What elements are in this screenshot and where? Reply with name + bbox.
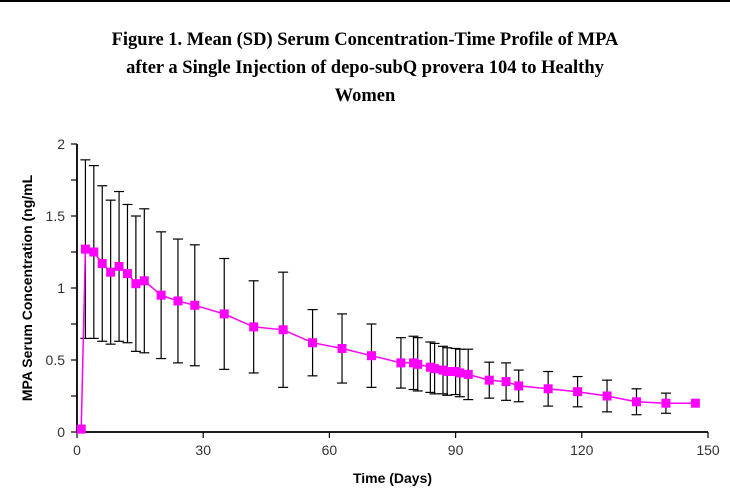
- data-point-marker: [89, 247, 99, 257]
- data-point-marker: [484, 375, 494, 385]
- data-point-marker: [455, 368, 465, 378]
- y-tick-label: 0: [57, 424, 65, 440]
- chart-canvas: 0 0.5 1 1.5 2 0 30 60 90 120 150 Time (Days) MPA Ser…: [19, 136, 720, 486]
- y-tick-label: 1: [57, 280, 65, 296]
- data-point-marker: [308, 338, 318, 348]
- data-point-marker: [430, 364, 440, 374]
- figure-title: Figure 1. Mean (SD) Serum Concentration-…: [0, 26, 730, 110]
- x-tick-label: 60: [322, 442, 338, 458]
- data-point-marker: [690, 398, 700, 408]
- data-point-marker: [337, 343, 347, 353]
- x-tick-label: 30: [195, 442, 211, 458]
- data-point-marker: [190, 300, 200, 310]
- data-point-marker: [413, 359, 423, 369]
- data-point-marker: [543, 384, 553, 394]
- data-point-marker: [278, 325, 288, 335]
- data-point-marker: [396, 358, 406, 368]
- data-point-marker: [573, 387, 583, 397]
- data-point-marker: [366, 351, 376, 361]
- figure-title-line-1: Figure 1. Mean (SD) Serum Concentration-…: [111, 30, 619, 50]
- data-point-marker: [514, 381, 524, 391]
- series-line: [80, 248, 696, 430]
- data-point-marker: [76, 424, 86, 434]
- data-point-marker: [602, 391, 612, 401]
- data-point-marker: [80, 244, 90, 254]
- data-point-marker: [173, 296, 183, 306]
- data-point-marker: [661, 398, 671, 408]
- data-point-marker: [131, 279, 141, 289]
- data-point-marker: [97, 259, 107, 269]
- data-point-marker: [249, 322, 259, 332]
- figure-title-line-2: after a Single Injection of depo-subQ pr…: [126, 58, 604, 78]
- data-point-marker: [106, 267, 116, 277]
- data-point-marker: [156, 290, 166, 300]
- y-tick-label: 0.5: [46, 352, 66, 368]
- data-point-marker: [631, 397, 641, 407]
- data-point-marker: [501, 377, 511, 387]
- y-tick-label: 1.5: [46, 208, 66, 224]
- data-point-marker: [139, 276, 149, 286]
- figure-title-line-3: Women: [334, 86, 396, 106]
- x-tick-label: 90: [448, 442, 464, 458]
- x-axis-title: Time (Days): [353, 470, 432, 486]
- data-point-marker: [219, 309, 229, 319]
- data-point-marker: [463, 369, 473, 379]
- x-tick-label: 0: [73, 442, 81, 458]
- data-point-marker: [114, 261, 124, 271]
- x-tick-label: 150: [696, 442, 720, 458]
- y-tick-label: 2: [57, 136, 65, 152]
- y-axis-title: MPA Serum Concentration (ng/mL: [19, 174, 35, 401]
- x-tick-label: 120: [570, 442, 594, 458]
- data-point-marker: [122, 269, 132, 279]
- data-point-marker: [442, 367, 452, 377]
